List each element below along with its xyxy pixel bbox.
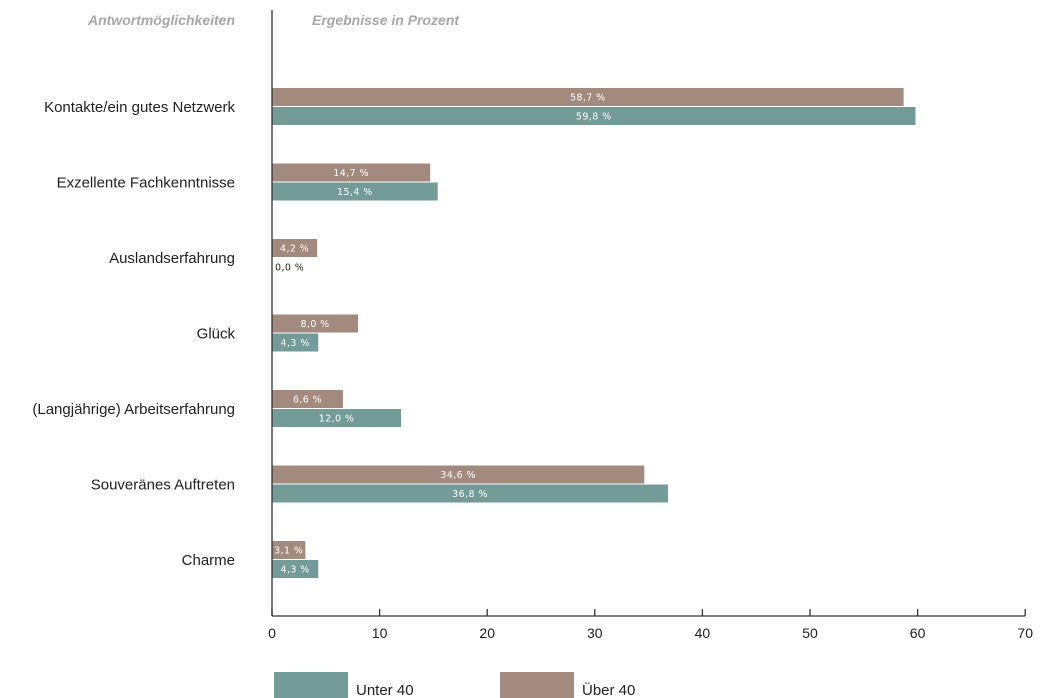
data-label: 58,7 %: [570, 93, 606, 104]
data-label: 34,6 %: [440, 470, 476, 481]
values-header: Ergebnisse in Prozent: [312, 12, 460, 28]
bar: [272, 314, 359, 333]
legend: Unter 40 Über 40: [274, 672, 635, 698]
legend-swatch: [500, 672, 574, 698]
data-label: 6,6 %: [293, 395, 322, 406]
bar: [272, 560, 319, 578]
x-tick-label: 0: [268, 625, 276, 641]
data-label: 3,1 %: [274, 546, 303, 557]
category-label: Souveränes Auftreten: [91, 477, 235, 494]
data-label: 8,0 %: [300, 319, 329, 330]
bar: [272, 239, 318, 257]
legend-swatch: [274, 672, 348, 698]
x-tick-label: 10: [372, 625, 388, 641]
data-label: 0,0 %: [275, 263, 304, 274]
category-label: Exzellente Fachkenntnisse: [57, 175, 235, 192]
x-tick-label: 40: [695, 625, 711, 641]
axes: 0 10 20 30 40 50 60 70: [268, 10, 1033, 641]
data-label: 36,8 %: [452, 489, 488, 500]
data-label: 4,2 %: [280, 244, 309, 255]
legend-label: Unter 40: [356, 682, 414, 698]
bar: [272, 333, 319, 352]
data-label: 4,3 %: [281, 338, 310, 349]
legend-label: Über 40: [582, 681, 635, 698]
bar: [272, 484, 668, 503]
data-label: 4,3 %: [281, 565, 310, 576]
bar: [272, 88, 904, 106]
bar: [272, 390, 344, 408]
category-label: Glück: [197, 326, 236, 343]
category-label: Kontakte/ein gutes Netzwerk: [44, 99, 235, 116]
bar: [272, 409, 402, 427]
bar: [272, 107, 916, 125]
data-label: 15,4 %: [337, 187, 373, 198]
x-tick-label: 60: [910, 625, 926, 641]
bars-layer: Kontakte/ein gutes Netzwerk 58,7 % 59,8 % E…: [32, 88, 916, 578]
x-tick-label: 30: [587, 625, 603, 641]
data-label: 12,0 %: [319, 414, 355, 425]
category-label: (Langjährige) Arbeitserfahrung: [32, 401, 235, 418]
x-tick-label: 70: [1017, 625, 1033, 641]
data-label: 14,7 %: [333, 168, 369, 179]
categories-header: Antwortmöglichkeiten: [87, 12, 235, 28]
category-label: Auslandserfahrung: [109, 250, 235, 267]
bar: [272, 541, 306, 559]
x-tick-label: 20: [479, 625, 495, 641]
x-tick-label: 50: [802, 625, 818, 641]
bar: [272, 182, 438, 201]
data-label: 59,8 %: [576, 112, 612, 123]
bar: [272, 465, 645, 484]
bar: [272, 163, 431, 182]
category-label: Charme: [182, 552, 235, 569]
